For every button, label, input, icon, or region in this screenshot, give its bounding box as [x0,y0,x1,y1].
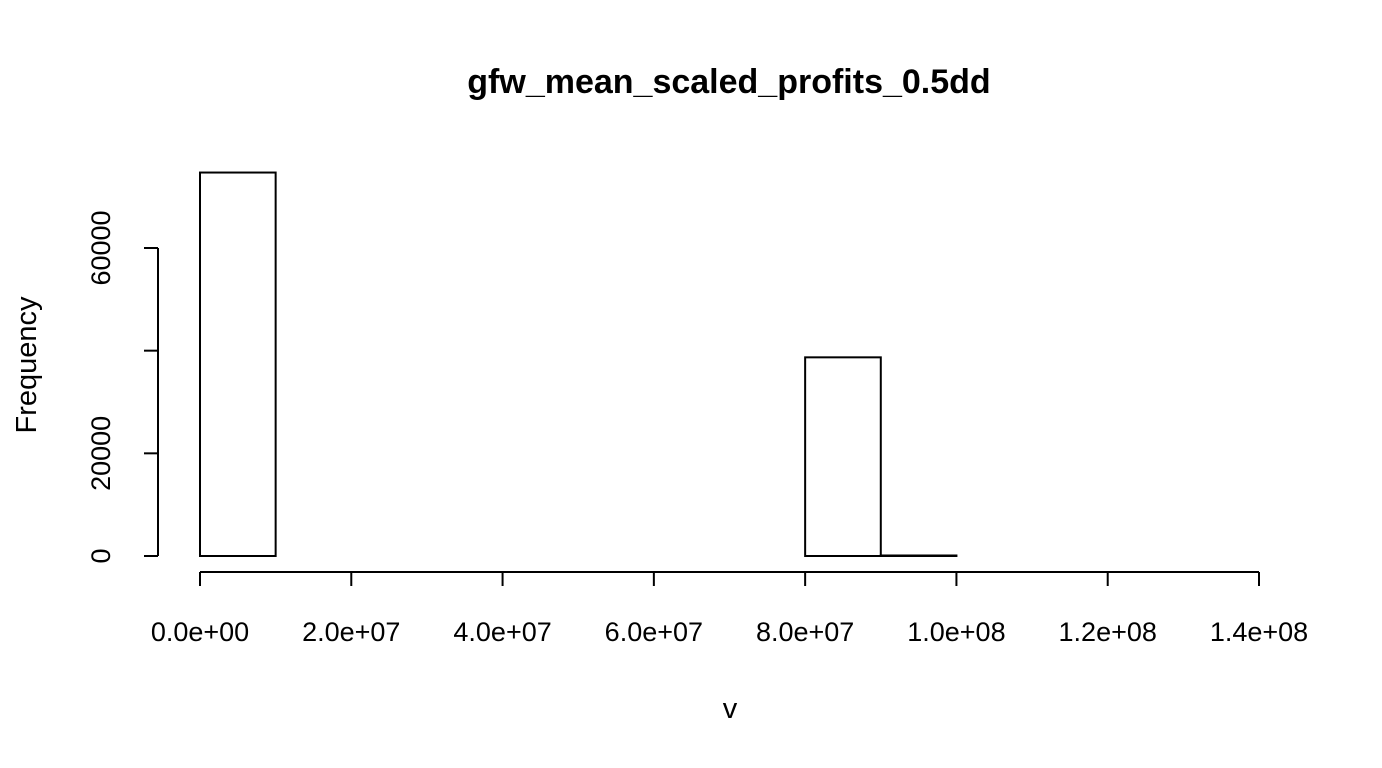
histogram-bar [804,356,882,557]
x-tick-label: 0.0e+00 [151,617,249,647]
y-axis-label: Frequency [11,296,43,434]
y-tick-label: 0 [86,548,116,563]
x-tick-label: 4.0e+07 [453,617,551,647]
x-tick-label: 8.0e+07 [756,617,854,647]
histogram-bar [199,171,277,557]
x-axis: 0.0e+00 2.0e+07 4.0e+07 6.0e+07 8.0e+07 1.0e+… [151,571,1308,647]
x-tick-label: 1.4e+08 [1210,617,1308,647]
x-axis-label: v [723,693,738,725]
chart-title: gfw_mean_scaled_profits_0.5dd [467,63,990,101]
y-tick-label: 20000 [86,416,116,491]
x-tick-label: 6.0e+07 [605,617,703,647]
y-tick-label: 60000 [86,210,116,285]
x-tick-label: 2.0e+07 [302,617,400,647]
y-axis: 0 20000 60000 [86,210,159,564]
histogram-bars [199,171,958,558]
histogram-bar [879,554,958,558]
x-tick-label: 1.2e+08 [1059,617,1157,647]
x-tick-label: 1.0e+08 [907,617,1005,647]
